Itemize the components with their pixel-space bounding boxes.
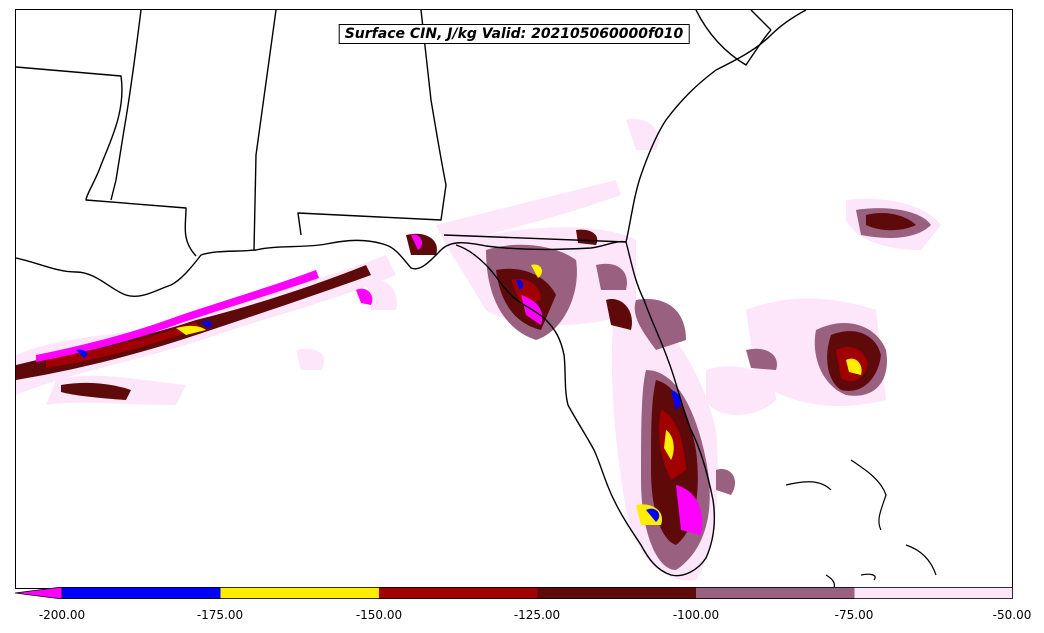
ga-sc-border (695, 10, 772, 66)
colorbar-bin-75-50 (854, 587, 1013, 599)
la-ms-border (16, 66, 197, 257)
florida-peninsula-coast (455, 241, 715, 577)
colorbar-extend-arrow (15, 587, 63, 599)
gulf-coastline (16, 239, 627, 297)
colorbar-bin-100-75 (696, 587, 855, 599)
colorbar-bin-150-125 (379, 587, 538, 599)
colorbar-label-200: -200.00 (38, 608, 86, 622)
cin-magenta-fields (36, 234, 703, 535)
cin-blue-fields (76, 279, 681, 522)
bahamas-islands (785, 459, 937, 588)
colorbar-label-50: -50.00 (992, 608, 1032, 622)
colorbar-border (61, 587, 1013, 599)
colorbar-bin-200-175 (62, 587, 221, 599)
colorbar-label-100: -100.00 (672, 608, 720, 622)
map-title: Surface CIN, J/kg Valid: 202105060000f01… (338, 24, 690, 44)
map-panel: Surface CIN, J/kg Valid: 202105060000f01… (15, 9, 1013, 589)
colorbar-bin-175-150 (220, 587, 379, 599)
al-ms-line (253, 10, 277, 251)
colorbar-label-125: -125.00 (513, 608, 561, 622)
map-boundaries (16, 10, 807, 577)
colorbar-label-175: -175.00 (196, 608, 244, 622)
al-ga-border (297, 10, 447, 236)
colorbar (15, 587, 1013, 599)
colorbar-bin-125-100 (537, 587, 696, 599)
colorbar-label-150: -150.00 (355, 608, 403, 622)
cin-light-fields (16, 119, 941, 581)
atlantic-coastline (625, 10, 807, 243)
ms-al-border (110, 10, 142, 201)
colorbar-label-75: -75.00 (834, 608, 874, 622)
sc-nc-border (750, 10, 772, 31)
map-canvas (16, 10, 941, 588)
ga-fl-border (443, 234, 627, 243)
